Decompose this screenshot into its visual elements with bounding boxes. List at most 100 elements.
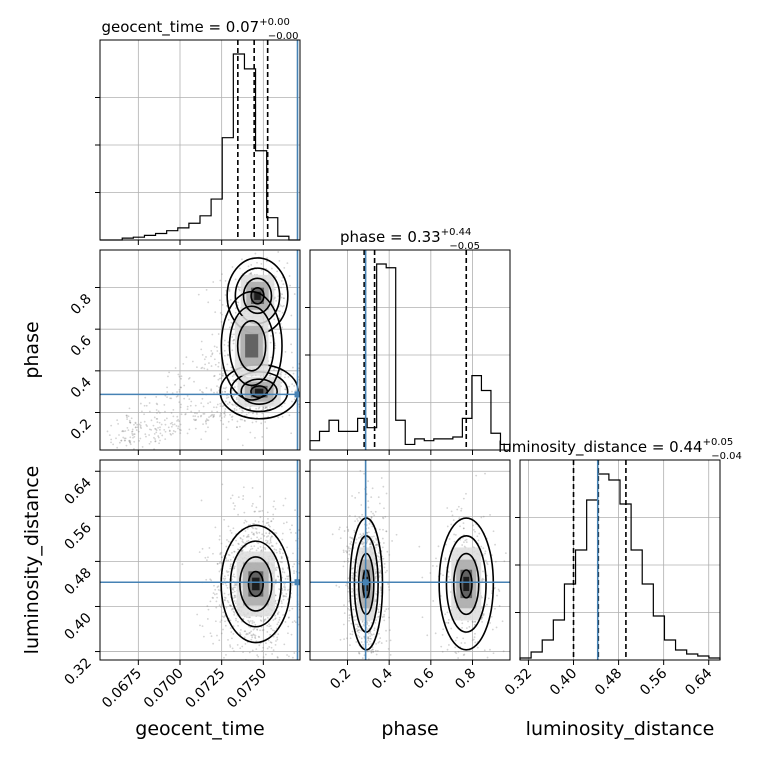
sample-point — [355, 593, 358, 596]
sample-point — [229, 298, 232, 301]
sample-point — [168, 429, 171, 432]
sample-point — [253, 534, 255, 536]
sample-point — [243, 636, 246, 639]
sample-point — [253, 621, 256, 624]
sample-point — [234, 596, 237, 599]
sample-point — [116, 419, 119, 422]
sample-point — [277, 251, 280, 253]
sample-point — [375, 642, 378, 645]
sample-point — [254, 634, 257, 637]
sample-point — [287, 632, 289, 635]
sample-point — [272, 649, 275, 652]
sample-point — [370, 516, 373, 519]
sample-point — [231, 418, 234, 421]
sample-point — [223, 416, 226, 418]
sample-point — [374, 706, 376, 708]
sample-point — [346, 582, 348, 585]
sample-point — [283, 584, 286, 586]
sample-point — [222, 387, 225, 390]
sample-point — [268, 532, 271, 535]
sample-point — [216, 586, 219, 589]
sample-point — [232, 575, 235, 578]
sample-point — [282, 594, 285, 597]
sample-point — [226, 571, 229, 574]
sample-point — [124, 439, 127, 442]
sample-point — [234, 403, 237, 406]
sample-point — [247, 616, 250, 619]
sample-point — [291, 656, 294, 659]
sample-point — [446, 648, 449, 651]
sample-point — [472, 638, 475, 641]
sample-point — [282, 522, 285, 525]
sample-point — [227, 570, 230, 573]
sample-point — [250, 244, 252, 246]
sample-point — [356, 625, 359, 628]
sample-point — [231, 336, 233, 338]
sample-point — [370, 633, 372, 635]
sample-point — [305, 613, 307, 615]
sample-point — [352, 567, 355, 569]
sample-point — [331, 533, 334, 536]
sample-point — [268, 623, 270, 625]
sample-point — [446, 525, 449, 528]
sample-point — [254, 510, 257, 513]
sample-point — [458, 517, 461, 520]
sample-point — [220, 619, 223, 622]
sample-point — [218, 562, 221, 564]
sample-point — [362, 623, 365, 626]
sample-point — [345, 550, 347, 552]
sample-point — [472, 528, 475, 531]
sample-point — [465, 541, 468, 544]
sample-point — [221, 273, 223, 276]
sample-point — [302, 357, 304, 359]
sample-point — [274, 331, 277, 334]
sample-point — [391, 540, 393, 542]
sample-point — [254, 520, 257, 522]
sample-point — [287, 616, 290, 619]
sample-point — [223, 592, 226, 595]
sample-point — [351, 567, 354, 570]
sample-point — [120, 439, 123, 442]
sample-point — [239, 647, 242, 650]
sample-point — [194, 427, 197, 430]
sample-point — [482, 578, 485, 581]
sample-point — [110, 424, 113, 427]
sample-point — [368, 522, 371, 525]
sample-point — [129, 436, 132, 439]
sample-point — [235, 664, 237, 666]
sample-point — [148, 402, 151, 404]
sample-point — [209, 578, 212, 581]
sample-point — [460, 642, 463, 644]
sample-point — [240, 550, 243, 552]
sample-point — [280, 548, 282, 551]
sample-point — [349, 547, 352, 550]
sample-point — [456, 636, 458, 639]
sample-point — [288, 616, 290, 619]
sample-point — [128, 441, 131, 444]
sample-point — [155, 409, 158, 411]
sample-point — [174, 367, 177, 369]
sample-point — [257, 520, 260, 523]
sample-point — [254, 637, 257, 640]
sample-point — [270, 641, 273, 644]
sample-point — [361, 657, 364, 660]
sample-point — [274, 296, 276, 299]
sample-point — [277, 416, 280, 419]
sample-point — [218, 639, 221, 642]
sample-point — [352, 616, 355, 619]
sample-point — [144, 396, 147, 399]
sample-point — [307, 417, 309, 419]
sample-point — [210, 349, 213, 352]
sample-point — [369, 543, 372, 546]
sample-point — [355, 641, 358, 643]
sample-point — [186, 394, 189, 397]
sample-point — [129, 421, 132, 424]
sample-point — [131, 432, 134, 435]
sample-point — [351, 590, 353, 593]
contour-line — [240, 378, 278, 405]
sample-point — [169, 397, 172, 400]
sample-point — [346, 637, 348, 640]
sample-point — [205, 418, 208, 421]
sample-point — [180, 403, 182, 406]
sample-point — [224, 354, 226, 357]
